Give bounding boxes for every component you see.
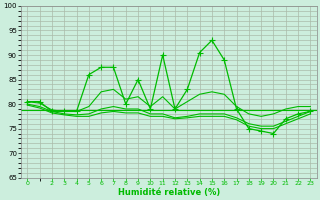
- X-axis label: Humidité relative (%): Humidité relative (%): [118, 188, 220, 197]
